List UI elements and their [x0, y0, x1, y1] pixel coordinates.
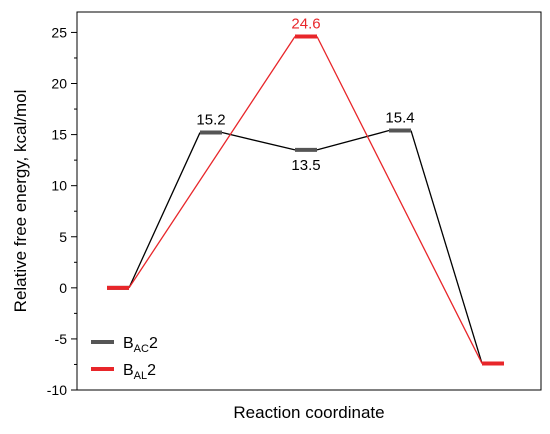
- legend-label-subscript: AL: [134, 370, 147, 382]
- series-0-data-label: 15.2: [196, 112, 225, 129]
- legend-label-suffix: 2: [147, 362, 156, 379]
- y-tick-label: 10: [51, 178, 67, 194]
- y-tick-label: 15: [51, 127, 67, 143]
- legend-label: BAL2: [123, 362, 156, 382]
- legend-label-base: B: [123, 362, 134, 379]
- series-0-connector: [410, 130, 483, 364]
- legend-label-subscript: AC: [134, 343, 149, 355]
- y-tick-label: 0: [59, 280, 67, 296]
- y-tick-label: -10: [47, 382, 67, 398]
- series-0-data-label: 15.4: [385, 110, 414, 127]
- plot-marks: [107, 34, 504, 366]
- y-axis-title: Relative free energy, kcal/mol: [11, 90, 30, 313]
- y-tick-label: -5: [55, 331, 68, 347]
- legend-label-base: B: [123, 335, 134, 352]
- y-axis: -10 -5 0 5 10 15 20 25: [47, 24, 77, 398]
- series-1-connector: [316, 36, 483, 364]
- y-tick-label: 25: [51, 24, 67, 40]
- plot-lines: [128, 36, 483, 364]
- y-tick-label: 5: [59, 229, 67, 245]
- y-tick-label: 20: [51, 76, 67, 92]
- series-1-data-label: 24.6: [291, 16, 320, 33]
- series-0-connector: [128, 132, 201, 289]
- x-axis-title: Reaction coordinate: [233, 403, 384, 422]
- series-0-data-label: 13.5: [291, 157, 320, 174]
- legend-label-suffix: 2: [149, 335, 158, 352]
- series-1-connector: [128, 36, 296, 289]
- plot-frame: [76, 11, 542, 391]
- series-0-connector: [221, 131, 296, 151]
- legend-label: BAC2: [123, 335, 158, 355]
- plot-labels: 15.2 13.5 15.4 24.6: [196, 16, 414, 174]
- series-0-connector: [316, 129, 390, 151]
